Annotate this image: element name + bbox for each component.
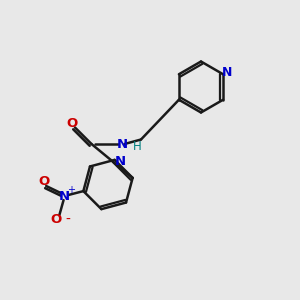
Text: -: - [65,213,70,227]
Text: O: O [38,175,50,188]
Text: H: H [133,140,142,153]
Text: O: O [66,117,78,130]
Text: N: N [222,66,232,79]
Text: O: O [51,213,62,226]
Text: N: N [59,190,70,203]
Text: N: N [117,137,128,151]
Text: N: N [114,155,126,168]
Text: +: + [68,185,75,195]
